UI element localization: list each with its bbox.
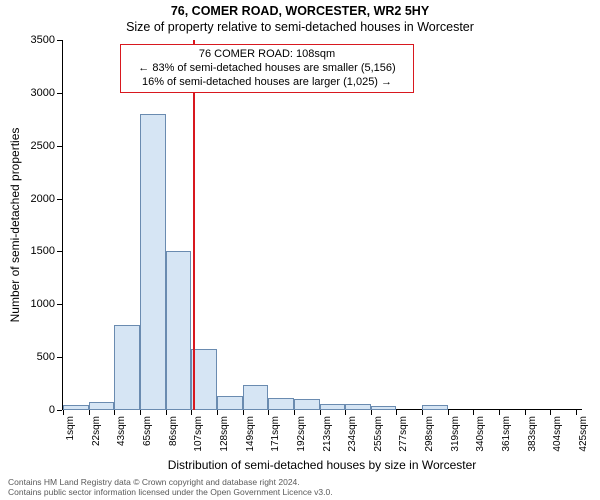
x-tick	[320, 410, 321, 415]
y-tick-label: 3500	[31, 34, 55, 46]
credits: Contains HM Land Registry data © Crown c…	[8, 478, 592, 498]
x-tick	[422, 410, 423, 415]
x-tick-label: 255sqm	[373, 416, 384, 452]
title-subtitle: Size of property relative to semi-detach…	[0, 20, 600, 34]
y-tick	[57, 304, 62, 305]
x-tick	[217, 410, 218, 415]
x-tick-label: 213sqm	[322, 416, 333, 452]
x-tick	[166, 410, 167, 415]
x-tick-label: 361sqm	[501, 416, 512, 452]
x-tick-label: 107sqm	[193, 416, 204, 452]
histogram-bar	[243, 385, 269, 410]
histogram-bar	[63, 405, 89, 410]
histogram-bar	[140, 114, 166, 410]
histogram-bar	[217, 396, 243, 410]
x-tick-label: 86sqm	[168, 416, 179, 446]
credits-line-2: Contains public sector information licen…	[8, 488, 592, 498]
x-tick	[371, 410, 372, 415]
annotation-box: 76 COMER ROAD: 108sqm← 83% of semi-detac…	[120, 44, 414, 93]
y-tick	[57, 251, 62, 252]
x-tick	[243, 410, 244, 415]
x-tick	[191, 410, 192, 415]
x-tick	[448, 410, 449, 415]
y-tick-label: 2500	[31, 140, 55, 152]
x-tick	[140, 410, 141, 415]
histogram-bar	[268, 398, 294, 410]
x-tick	[525, 410, 526, 415]
x-tick-label: 65sqm	[142, 416, 153, 446]
x-tick-label: 171sqm	[270, 416, 281, 452]
x-tick	[499, 410, 500, 415]
y-tick-label: 1500	[31, 245, 55, 257]
annotation-line: 16% of semi-detached houses are larger (…	[127, 76, 407, 90]
x-tick	[63, 410, 64, 415]
x-tick-label: 128sqm	[219, 416, 230, 452]
x-tick	[396, 410, 397, 415]
x-tick-label: 22sqm	[91, 416, 102, 446]
x-tick-label: 319sqm	[450, 416, 461, 452]
reference-line	[193, 40, 195, 410]
x-tick-label: 404sqm	[552, 416, 563, 452]
plot-area: 76 COMER ROAD: 108sqm← 83% of semi-detac…	[62, 40, 582, 410]
y-tick	[57, 199, 62, 200]
y-tick	[57, 146, 62, 147]
histogram-bar	[191, 349, 217, 410]
x-tick	[268, 410, 269, 415]
histogram-bar	[114, 325, 140, 410]
y-tick-label: 0	[49, 404, 55, 416]
histogram-bar	[294, 399, 320, 410]
histogram-bar	[166, 251, 192, 410]
x-tick-label: 1sqm	[65, 416, 76, 440]
x-tick-label: 383sqm	[527, 416, 538, 452]
histogram-bar	[89, 402, 115, 410]
x-tick-label: 234sqm	[347, 416, 358, 452]
title-address: 76, COMER ROAD, WORCESTER, WR2 5HY	[0, 4, 600, 18]
annotation-line: 76 COMER ROAD: 108sqm	[127, 48, 407, 62]
histogram-bar	[422, 405, 448, 410]
annotation-line: ← 83% of semi-detached houses are smalle…	[127, 62, 407, 76]
y-tick	[57, 410, 62, 411]
y-tick-label: 500	[37, 351, 55, 363]
x-tick	[550, 410, 551, 415]
figure-root: 76, COMER ROAD, WORCESTER, WR2 5HY Size …	[0, 0, 600, 500]
x-tick-label: 43sqm	[116, 416, 127, 446]
y-tick-label: 2000	[31, 193, 55, 205]
y-tick	[57, 93, 62, 94]
y-tick	[57, 357, 62, 358]
x-tick	[473, 410, 474, 415]
x-tick-label: 192sqm	[296, 416, 307, 452]
x-tick-label: 340sqm	[475, 416, 486, 452]
y-tick	[57, 40, 62, 41]
y-tick-label: 1000	[31, 298, 55, 310]
x-tick	[89, 410, 90, 415]
y-axis-label-container: Number of semi-detached properties	[8, 40, 22, 410]
x-axis-label: Distribution of semi-detached houses by …	[62, 458, 582, 472]
x-tick-label: 149sqm	[245, 416, 256, 452]
x-tick	[114, 410, 115, 415]
x-tick	[345, 410, 346, 415]
histogram-bar	[371, 406, 397, 410]
x-tick	[294, 410, 295, 415]
histogram-bar	[320, 404, 346, 410]
histogram-bar	[345, 404, 371, 410]
y-tick-label: 3000	[31, 87, 55, 99]
x-tick-label: 425sqm	[578, 416, 589, 452]
x-tick-label: 277sqm	[398, 416, 409, 452]
y-axis-label: Number of semi-detached properties	[8, 128, 22, 323]
x-tick	[576, 410, 577, 415]
x-tick-label: 298sqm	[424, 416, 435, 452]
